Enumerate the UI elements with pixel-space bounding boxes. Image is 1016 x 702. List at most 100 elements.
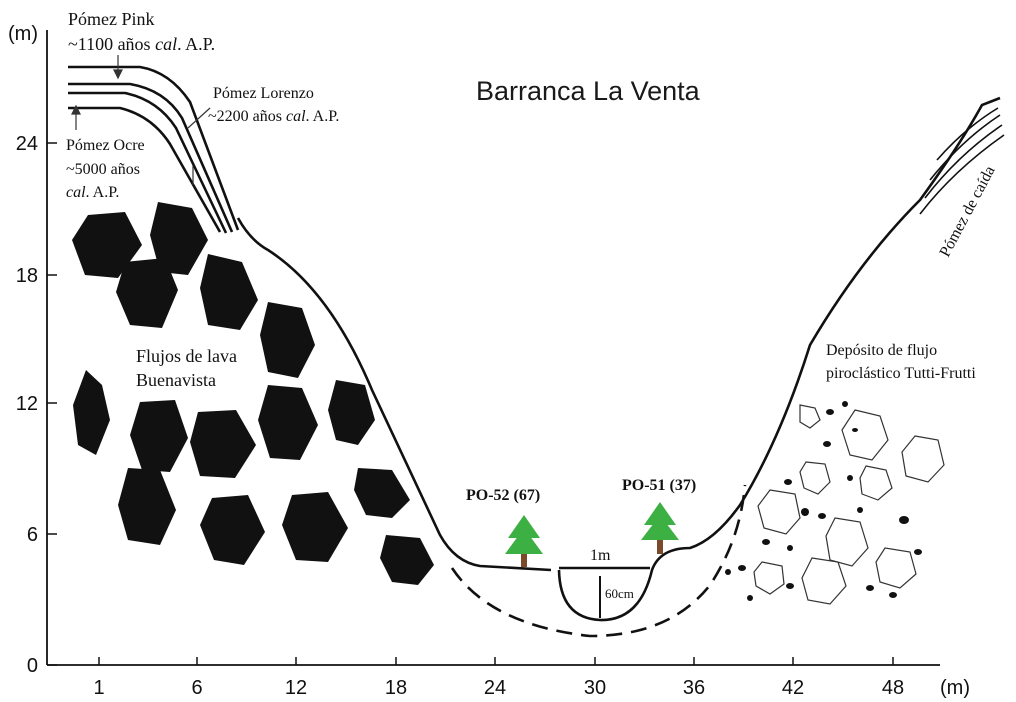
y-axis-unit: (m) [8, 23, 38, 45]
x-ticks: 1 6 12 18 24 30 36 42 48 [93, 657, 904, 699]
channel-incision [557, 96, 1001, 622]
lava-block [118, 468, 176, 545]
po51-label: PO-51 (37) [622, 477, 696, 494]
pomez-ocre-age-cal: cal [66, 184, 86, 201]
x-tick-label: 48 [882, 677, 904, 699]
pomez-pink-age-prefix: ~1100 años [68, 34, 155, 54]
x-tick-label: 24 [484, 677, 506, 699]
clast-open [901, 435, 945, 483]
tree-po52-trunk [521, 545, 527, 567]
lava-block [282, 492, 348, 562]
dot [801, 508, 809, 516]
pomez-lorenzo-age-prefix: ~2200 años [208, 108, 286, 125]
caida-line-4 [919, 134, 1005, 215]
x-tick-label: 12 [285, 677, 307, 699]
tree-po52 [505, 515, 543, 567]
y-ticks: 0 6 12 18 24 [16, 133, 57, 677]
lava-block [354, 468, 410, 518]
depth-60cm-label: 60cm [605, 586, 634, 601]
x-tick-label: 1 [93, 677, 104, 699]
pomez-ocre-age-line1: ~5000 años [66, 161, 140, 178]
lava-blocks [72, 202, 434, 585]
clast-open [801, 557, 847, 605]
clast-open [859, 465, 893, 501]
pumice-layers-left [68, 65, 240, 234]
label-arrows [71, 55, 211, 185]
dot [866, 585, 874, 591]
lava-block [73, 370, 110, 455]
y-tick-label: 12 [16, 393, 38, 415]
arrow-lorenzo [187, 107, 211, 129]
lava-block [380, 535, 434, 585]
tree-po51-crown-top [644, 502, 676, 525]
pomez-pink-layer [68, 65, 240, 231]
caida-line-3 [924, 124, 1003, 199]
dot [823, 441, 831, 447]
dot [857, 507, 863, 513]
dot [842, 401, 848, 407]
tree-po51-crown-bottom [641, 515, 679, 540]
clast-open [757, 489, 801, 535]
diagram-title: Barranca La Venta [476, 76, 701, 106]
pomez-ocre-name: Pómez Ocre [66, 137, 145, 154]
dot [899, 516, 909, 524]
clast-open [799, 461, 831, 495]
pyroclastic-dots [725, 401, 922, 601]
lava-block [328, 380, 375, 445]
dot [847, 475, 853, 481]
dot [889, 592, 897, 598]
lava-label-line1: Flujos de lava [136, 346, 237, 366]
dot [725, 569, 731, 575]
lava-block [72, 212, 142, 278]
tree-po51-trunk [657, 532, 663, 554]
pomez-lorenzo-layer-a [68, 82, 234, 233]
lava-block [130, 400, 188, 472]
clast-open [841, 409, 889, 461]
lava-label-line2: Buenavista [136, 370, 216, 390]
lava-block [150, 202, 208, 275]
clast-open [825, 517, 869, 567]
dot [852, 428, 858, 432]
pomez-lorenzo-age-suffix: . A.P. [306, 108, 340, 125]
clast-open [753, 561, 785, 595]
arrow-ocre-head [71, 104, 81, 115]
lava-block [260, 302, 315, 378]
arrow-pink-head [113, 69, 123, 80]
x-tick-label: 30 [584, 677, 606, 699]
lava-block [200, 495, 265, 565]
clast-open [875, 547, 917, 589]
x-tick-label: 42 [782, 677, 804, 699]
y-tick-label: 6 [27, 524, 38, 546]
y-tick-label: 24 [16, 133, 38, 155]
pomez-lorenzo-age-cal: cal [286, 108, 306, 125]
lava-block [258, 385, 318, 460]
x-axis-unit: (m) [940, 677, 970, 699]
pomez-ocre-layer [68, 106, 222, 233]
pomez-ocre-age-suffix: . A.P. [86, 184, 120, 201]
lava-block [200, 254, 258, 330]
dot [786, 583, 794, 589]
paleochannel-dashed [450, 484, 747, 638]
pumice-caida-layers [919, 107, 1005, 215]
caida-line-2 [929, 114, 1001, 181]
dot [818, 513, 826, 519]
dot [787, 545, 793, 551]
pyroclastic-clasts [753, 404, 945, 605]
pomez-caida-label: Pómez de caída [937, 163, 999, 260]
tree-po52-crown-bottom [505, 528, 543, 554]
pomez-pink-age-suffix: . A.P. [177, 34, 215, 54]
dot [914, 549, 922, 555]
caida-line-1 [936, 107, 999, 161]
pomez-lorenzo-age: ~2200 años cal. A.P. [208, 108, 339, 125]
x-tick-label: 36 [683, 677, 705, 699]
clast-open [799, 404, 821, 429]
tree-po52-crown-top [508, 515, 540, 538]
flujo-label-line2: piroclástico Tutti-Frutti [826, 365, 976, 382]
dot [784, 479, 792, 485]
pomez-lorenzo-layer-b [68, 91, 228, 234]
width-1m-label: 1m [590, 547, 611, 564]
flujo-label-line1: Depósito de flujo [826, 342, 937, 359]
lava-block [116, 258, 178, 328]
x-tick-label: 18 [385, 677, 407, 699]
